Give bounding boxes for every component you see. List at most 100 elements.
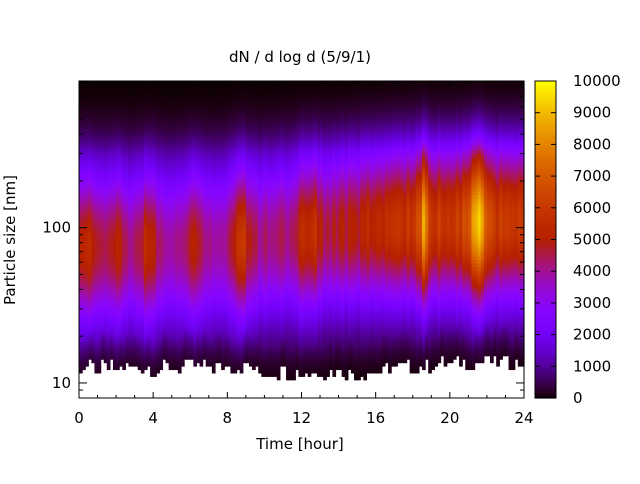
heatmap-cell (134, 81, 139, 86)
heatmap-cell (79, 314, 83, 319)
heatmap-cell (116, 197, 120, 202)
heatmap-cell (94, 146, 99, 151)
heatmap-cell (116, 125, 120, 130)
heatmap-cell (134, 115, 139, 120)
heatmap-cell (85, 118, 89, 123)
heatmap-cell (137, 232, 142, 237)
heatmap-cell (116, 187, 120, 192)
heatmap-cell (146, 321, 151, 326)
heatmap-cell (106, 122, 111, 127)
heatmap-cell (180, 84, 185, 89)
heatmap-cell (79, 256, 83, 261)
heatmap-cell (171, 280, 176, 285)
heatmap-cell (125, 297, 130, 302)
heatmap-cell (100, 91, 105, 96)
heatmap-cell (180, 87, 185, 92)
heatmap-cell (112, 146, 117, 151)
heatmap-cell (94, 91, 99, 96)
heatmap-cell (109, 287, 114, 292)
heatmap-cell (159, 201, 164, 206)
heatmap-cell (180, 307, 185, 312)
heatmap-cell (156, 105, 160, 110)
heatmap-cell (159, 290, 164, 295)
heatmap-cell (150, 221, 154, 226)
heatmap-cell (109, 293, 114, 298)
heatmap-cell (100, 328, 105, 333)
heatmap-cell (119, 84, 123, 89)
heatmap-cell (125, 273, 130, 278)
heatmap-cell (85, 142, 89, 147)
heatmap-cell (174, 84, 179, 89)
heatmap-cell (171, 118, 176, 123)
heatmap-cell (153, 338, 157, 343)
heatmap-cell (88, 338, 92, 343)
heatmap-cell (162, 290, 167, 295)
heatmap-cell (79, 276, 83, 281)
heatmap-cell (165, 197, 170, 202)
heatmap-cell (106, 84, 111, 89)
heatmap-cell (94, 214, 99, 219)
heatmap-cell (100, 197, 105, 202)
heatmap-cell (134, 146, 139, 151)
heatmap-cell (128, 263, 133, 268)
heatmap-cell (103, 352, 108, 357)
heatmap-cell (100, 259, 105, 264)
heatmap-cell (128, 276, 133, 281)
heatmap-cell (187, 245, 191, 250)
heatmap-cell (184, 111, 188, 116)
heatmap-cell (119, 252, 123, 257)
heatmap-cell (177, 81, 182, 86)
heatmap-cell (168, 304, 173, 309)
heatmap-cell (187, 321, 191, 326)
heatmap-cell (106, 348, 111, 353)
heatmap-cell (180, 204, 185, 209)
heatmap-cell (128, 159, 133, 165)
heatmap-cell (252, 366, 256, 371)
heatmap-cell (122, 118, 126, 123)
heatmap-cell (171, 245, 176, 250)
heatmap-cell (134, 129, 139, 134)
heatmap-cell (146, 331, 151, 336)
heatmap-cell (91, 293, 96, 298)
heatmap-cell (97, 94, 102, 99)
heatmap-cell (137, 218, 142, 223)
heatmap-cell (116, 218, 120, 223)
heatmap-cell (131, 238, 136, 243)
heatmap-cell (187, 317, 191, 322)
heatmap-cell (116, 269, 120, 274)
heatmap-cell (159, 335, 164, 340)
heatmap-cell (119, 149, 123, 154)
heatmap-cell (168, 221, 173, 226)
heatmap-cell (119, 173, 123, 178)
heatmap-cell (159, 132, 164, 137)
heatmap-cell (119, 139, 123, 144)
heatmap-cell (168, 252, 173, 257)
heatmap-cell (165, 111, 170, 116)
heatmap-cell (134, 276, 139, 281)
heatmap-cell (134, 314, 139, 319)
heatmap-cell (125, 170, 130, 175)
heatmap-cell (79, 91, 83, 96)
heatmap-cell (171, 214, 176, 219)
heatmap-cell (82, 184, 86, 189)
heatmap-cell (150, 256, 154, 261)
heatmap-cell (184, 94, 188, 99)
heatmap-cell (143, 355, 148, 360)
heatmap-cell (122, 297, 126, 302)
heatmap-cell (156, 115, 160, 120)
heatmap-cell (131, 98, 136, 103)
heatmap-cell (88, 84, 92, 89)
heatmap-cell (79, 173, 83, 178)
heatmap-cell (150, 122, 154, 127)
heatmap-cell (97, 341, 102, 347)
heatmap-cell (150, 132, 154, 137)
heatmap-cell (97, 135, 102, 140)
heatmap-cell (112, 159, 117, 165)
heatmap-cell (165, 245, 170, 250)
heatmap-cell (134, 345, 139, 350)
heatmap-cell (165, 225, 170, 230)
heatmap-cell (94, 242, 99, 247)
heatmap-cell (146, 287, 151, 292)
heatmap-cell (94, 170, 99, 175)
heatmap-cell (97, 98, 102, 103)
